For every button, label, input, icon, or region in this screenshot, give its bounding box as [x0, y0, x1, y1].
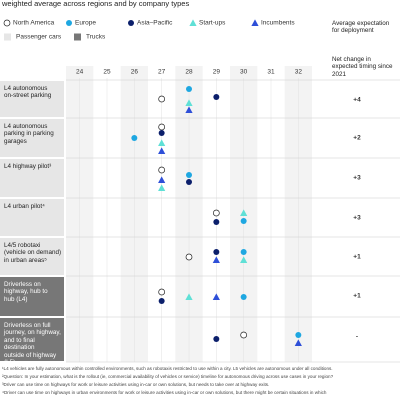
- row-label: L4 highway pilot³: [4, 163, 52, 170]
- row-label-box: [0, 81, 64, 117]
- net-change: +1: [353, 293, 361, 300]
- circle-marker: [295, 332, 302, 338]
- footnote: ³Driver can use time on highways for wor…: [2, 382, 270, 387]
- triangle-marker: [185, 99, 193, 106]
- circle-marker: [158, 95, 166, 103]
- circle-marker: [240, 331, 248, 339]
- circle-marker: [158, 288, 166, 296]
- net-change: +4: [353, 97, 361, 104]
- footnote: ⁴Driver can use time on highways in urba…: [2, 390, 327, 395]
- row-label-box: [0, 159, 64, 197]
- triangle-marker: [240, 209, 248, 216]
- legend-label: North America: [13, 20, 55, 27]
- legend-marker: [251, 19, 259, 26]
- net-change: -: [356, 334, 358, 341]
- legend-marker: [66, 20, 72, 26]
- circle-marker: [240, 294, 247, 300]
- footnote: ²Question: In your estimation, what is t…: [2, 374, 334, 379]
- triangle-marker: [212, 293, 220, 300]
- triangle-marker: [212, 256, 220, 263]
- x-tick-label: 30: [240, 69, 248, 76]
- circle-marker: [186, 179, 192, 185]
- legend-marker: [189, 19, 197, 26]
- circle-marker: [213, 249, 220, 255]
- legend-label: Europe: [75, 20, 96, 27]
- net-change: +3: [353, 215, 361, 222]
- x-tick-label: 26: [131, 69, 139, 76]
- triangle-marker: [158, 139, 166, 146]
- legend-marker: [3, 19, 11, 27]
- net-change: +2: [353, 135, 361, 142]
- net-change: +1: [353, 254, 361, 261]
- x-tick-label: 28: [185, 69, 193, 76]
- row-label: Driverless on full journey, on highway, …: [4, 322, 61, 367]
- x-tick-label: 24: [76, 69, 84, 76]
- triangle-marker: [158, 184, 166, 191]
- legend-label: Asia–Pacific: [137, 20, 173, 27]
- legend-swatch: [4, 33, 11, 41]
- footnote: ¹L4 vehicles are fully autonomous within…: [2, 366, 333, 371]
- row-label: L4/5 robotaxi (vehicle on demand) in urb…: [4, 242, 62, 264]
- legend-label: Passenger cars: [16, 34, 62, 41]
- circle-marker: [158, 166, 166, 174]
- circle-marker: [213, 336, 220, 342]
- circle-marker: [185, 253, 193, 261]
- net-change-header: Net change in expected timing since 2021: [332, 56, 393, 78]
- circle-marker: [213, 219, 220, 225]
- row-label-box: [0, 318, 64, 361]
- legend-swatch: [74, 33, 81, 41]
- legend-label: Start-ups: [199, 20, 226, 27]
- circle-marker: [213, 94, 220, 100]
- triangle-marker: [158, 147, 166, 154]
- row-label-box: [0, 277, 64, 316]
- circle-marker: [186, 86, 192, 92]
- x-tick-label: 29: [213, 69, 221, 76]
- triangle-marker: [185, 106, 193, 113]
- circle-marker: [240, 218, 247, 224]
- circle-marker: [131, 135, 138, 141]
- net-change: +3: [353, 175, 361, 182]
- legend-label: Trucks: [86, 34, 106, 41]
- x-tick-label: 25: [103, 69, 111, 76]
- row-label: L4 autonomous on-street parking: [4, 85, 52, 100]
- x-tick-label: 32: [295, 69, 303, 76]
- row-label-box: [0, 199, 64, 236]
- triangle-marker: [185, 293, 193, 300]
- triangle-marker: [240, 256, 248, 263]
- circle-marker: [186, 172, 192, 178]
- triangle-marker: [158, 176, 166, 183]
- x-tick-label: 27: [158, 69, 166, 76]
- legend-label: Incumbents: [261, 20, 295, 27]
- circle-marker: [158, 298, 165, 304]
- row-label-box: [0, 119, 64, 157]
- x-tick-label: 31: [267, 69, 275, 76]
- row-label: Driverless on highway, hub to hub (L4): [4, 281, 48, 303]
- triangle-marker: [294, 339, 302, 346]
- subtitle: weighted average across regions and by c…: [2, 0, 190, 8]
- circle-marker: [240, 249, 247, 255]
- row-label: L4 urban pilot⁴: [4, 203, 45, 210]
- circle-marker: [158, 130, 165, 136]
- right-header: Average expectation for deployment: [332, 20, 390, 35]
- row-label: L4 autonomous parking in parking garages: [4, 123, 54, 145]
- circle-marker: [158, 123, 166, 131]
- legend-marker: [128, 20, 134, 26]
- row-label-box: [0, 238, 64, 275]
- circle-marker: [212, 209, 220, 217]
